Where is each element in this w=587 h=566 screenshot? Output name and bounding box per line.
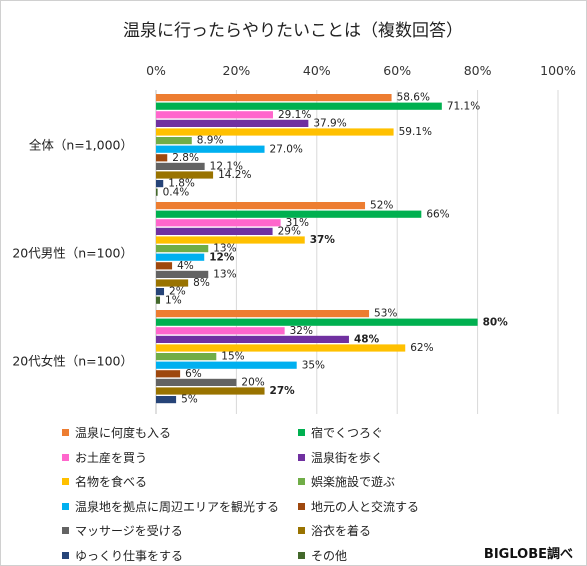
- data-label: 6%: [185, 368, 202, 380]
- bar--ffc000-2-4: [156, 344, 406, 352]
- bar--70ad47-2-5: [156, 353, 217, 361]
- bar--00b0f0-0-6: [156, 145, 265, 153]
- bar--43682b-1-11: [156, 296, 161, 304]
- x-tick-label: 80%: [464, 63, 492, 78]
- data-label: 59.1%: [399, 126, 432, 138]
- data-label: 71.1%: [447, 100, 480, 112]
- bar--ff66cc-0-2: [156, 111, 273, 119]
- bar--9e480e-0-7: [156, 154, 168, 162]
- bar--9e480e-2-7: [156, 370, 181, 378]
- data-label: 53%: [374, 308, 397, 320]
- bar--636363-1-8: [156, 270, 209, 278]
- bar--ffc000-1-4: [156, 236, 305, 244]
- bar--997300-1-9: [156, 279, 189, 287]
- data-label: 13%: [213, 269, 236, 281]
- bar--70ad47-0-5: [156, 137, 192, 145]
- bar--ff66cc-1-2: [156, 219, 281, 227]
- bar--ff66cc-2-2: [156, 327, 285, 335]
- data-label: 48%: [354, 334, 380, 346]
- data-label: 80%: [483, 316, 509, 328]
- bar--ffc000-0-4: [156, 128, 394, 136]
- bar--ed7d31-1-0: [156, 202, 366, 210]
- data-label: 4%: [177, 260, 194, 272]
- category-label: 20代男性（n=100）: [12, 246, 133, 261]
- data-label: 52%: [370, 200, 393, 212]
- bar--997300-0-9: [156, 171, 214, 179]
- bar--9e480e-1-7: [156, 262, 173, 270]
- x-tick-label: 0%: [146, 63, 166, 78]
- bar--ed7d31-2-0: [156, 310, 370, 318]
- data-label: 12.1%: [210, 161, 243, 173]
- bar--997300-2-9: [156, 387, 265, 395]
- chart-title: 温泉に行ったらやりたいことは（複数回答）: [123, 21, 463, 41]
- x-tick-label: 60%: [383, 63, 411, 78]
- data-label: 62%: [410, 342, 433, 354]
- bar--636363-2-8: [156, 378, 237, 386]
- data-label: 29.1%: [278, 109, 311, 121]
- data-label: 29%: [278, 226, 301, 238]
- source-credit: BIGLOBE調べ: [483, 547, 573, 562]
- data-label: 14.2%: [218, 169, 251, 181]
- x-tick-label: 40%: [303, 63, 331, 78]
- bar--70ad47-1-5: [156, 245, 209, 253]
- data-label: 37%: [310, 234, 336, 246]
- bar--00b050-0-1: [156, 102, 442, 110]
- bar--264478-0-10: [156, 180, 164, 188]
- data-label: 20%: [241, 377, 264, 389]
- data-label: 5%: [181, 394, 198, 406]
- bar--264478-1-10: [156, 288, 165, 296]
- data-label: 1%: [165, 294, 182, 306]
- data-label: 2%: [169, 286, 186, 298]
- bar--7030a0-2-3: [156, 335, 349, 343]
- data-label: 8.9%: [197, 135, 224, 147]
- data-label: 2.8%: [172, 152, 199, 164]
- data-label: 58.6%: [397, 92, 430, 104]
- data-label: 37.9%: [313, 118, 346, 130]
- data-label: 8%: [193, 277, 210, 289]
- data-label: 32%: [290, 325, 313, 337]
- data-label: 15%: [221, 351, 244, 363]
- bar--264478-2-10: [156, 396, 177, 404]
- data-label: 13%: [213, 243, 236, 255]
- data-label: 66%: [426, 208, 449, 220]
- data-label: 27%: [270, 385, 296, 397]
- category-label: 20代女性（n=100）: [12, 354, 133, 369]
- bar--7030a0-0-3: [156, 119, 309, 127]
- data-label: 35%: [302, 359, 325, 371]
- data-label: 27.0%: [270, 143, 303, 155]
- category-label: 全体（n=1,000）: [29, 138, 133, 153]
- bar--ed7d31-0-0: [156, 94, 392, 102]
- bar--00b0f0-2-6: [156, 361, 297, 369]
- x-tick-label: 100%: [540, 63, 576, 78]
- bar--00b050-1-1: [156, 210, 422, 218]
- bar--7030a0-1-3: [156, 227, 273, 235]
- bar--43682b-0-11: [156, 188, 158, 196]
- bar--636363-0-8: [156, 162, 205, 170]
- x-tick-label: 20%: [223, 63, 251, 78]
- data-label: 0.4%: [163, 186, 190, 198]
- data-label: 1.8%: [168, 178, 195, 190]
- bar--00b050-2-1: [156, 318, 478, 326]
- bar--00b0f0-1-6: [156, 253, 205, 261]
- data-label: 31%: [286, 217, 309, 229]
- data-label: 12%: [209, 251, 235, 263]
